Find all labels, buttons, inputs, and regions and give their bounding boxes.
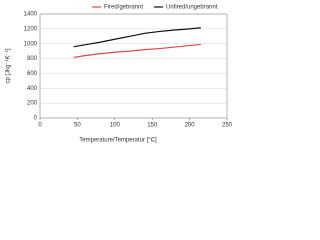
y-tick-label: 1400 [24, 12, 38, 18]
y-tick-label: 400 [27, 86, 38, 92]
x-axis-label: Temperature/Temperatur [°C] [79, 138, 157, 144]
x-tick-label: 250 [222, 123, 233, 129]
y-tick-label: 600 [27, 71, 38, 77]
legend-label: Fired/gebrannt [104, 5, 143, 11]
x-tick-label: 200 [185, 123, 196, 129]
chart: Temperature/Temperatur [°C] cp [Jkg⁻¹K⁻¹… [6, 5, 233, 144]
series-line [73, 27, 201, 48]
y-tick-label: 1200 [24, 26, 38, 32]
y-axis-label: cp [Jkg⁻¹K⁻¹] [6, 48, 12, 83]
x-tick-label: 0 [38, 123, 42, 129]
y-tick-label: 0 [34, 116, 38, 122]
y-tick-label: 1000 [24, 41, 38, 47]
y-tick-label: 200 [27, 101, 38, 107]
series-line [73, 43, 201, 59]
x-tick-label: 150 [147, 123, 158, 129]
plot-frame [39, 13, 228, 119]
legend-label: Unfired/ungebrannt [166, 5, 218, 11]
x-tick-label: 50 [74, 123, 81, 129]
x-tick-label: 100 [110, 123, 121, 129]
y-tick-label: 800 [27, 56, 38, 62]
